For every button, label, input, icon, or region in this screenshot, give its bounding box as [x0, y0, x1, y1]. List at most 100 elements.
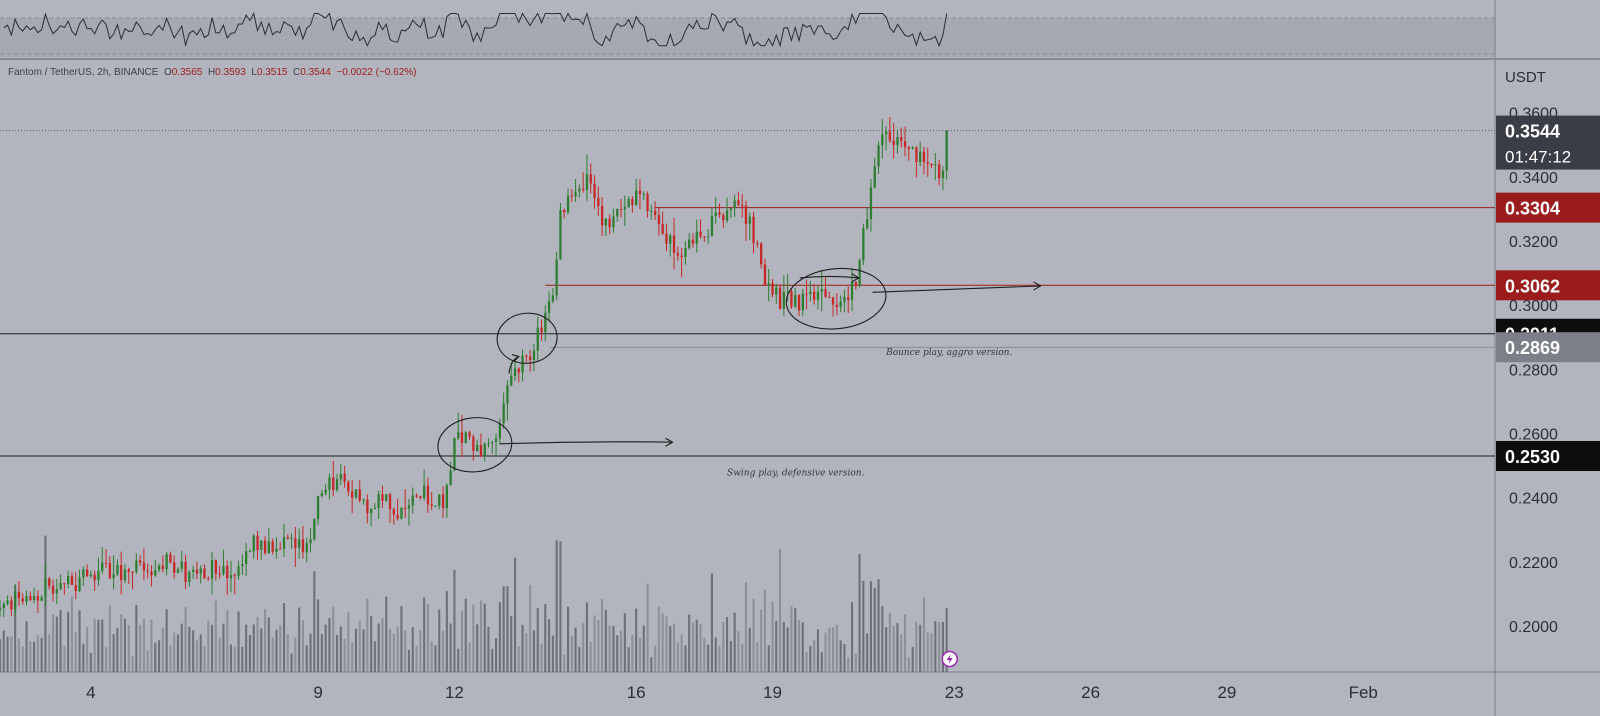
volume-bar-8 — [29, 641, 32, 672]
volume-bar-32 — [120, 614, 123, 672]
volume-bar-81 — [305, 645, 308, 672]
y-tick-0: 0.2000 — [1509, 619, 1558, 636]
volume-bar-169 — [638, 637, 641, 672]
candle-body-200 — [756, 243, 759, 245]
volume-bar-62 — [233, 646, 236, 672]
candle-body-175 — [661, 224, 664, 234]
candle-body-223 — [843, 297, 846, 302]
candle-body-243 — [919, 151, 922, 163]
candle-body-65 — [245, 551, 248, 564]
candle-body-82 — [309, 539, 312, 544]
volume-bar-63 — [237, 611, 240, 672]
volume-bar-160 — [604, 609, 607, 672]
candle-body-48 — [180, 561, 183, 569]
markup-circle-1 — [496, 312, 558, 364]
volume-bar-154 — [582, 623, 585, 672]
volume-bar-249 — [941, 622, 944, 672]
candle-body-195 — [737, 200, 740, 206]
candle-body-171 — [646, 193, 649, 212]
markup-arrow-head-0 — [665, 437, 674, 447]
candle-body-91 — [343, 473, 346, 482]
volume-bar-167 — [631, 634, 634, 672]
volume-bar-95 — [358, 620, 361, 672]
candle-body-116 — [438, 494, 441, 506]
volume-bar-69 — [260, 628, 263, 672]
volume-bar-46 — [173, 632, 176, 672]
volume-bar-158 — [597, 620, 600, 672]
volume-bar-173 — [654, 645, 657, 672]
candle-body-182 — [688, 239, 691, 249]
volume-bar-54 — [203, 646, 206, 672]
volume-bar-108 — [407, 649, 410, 672]
candle-body-92 — [347, 481, 350, 492]
volume-bar-208 — [786, 627, 789, 672]
volume-bar-18 — [67, 611, 70, 672]
volume-bar-55 — [207, 620, 210, 672]
candle-body-133 — [502, 403, 505, 424]
candle-body-146 — [551, 295, 554, 302]
candle-body-49 — [184, 561, 187, 582]
candle-body-62 — [233, 575, 236, 577]
candle-body-18 — [67, 576, 70, 584]
candle-body-75 — [282, 537, 286, 549]
volume-bar-16 — [59, 610, 62, 672]
volume-bar-118 — [445, 591, 448, 672]
volume-bar-216 — [816, 629, 819, 672]
candle-body-191 — [722, 215, 725, 221]
candle-body-160 — [604, 218, 607, 226]
candle-body-17 — [63, 583, 66, 585]
volume-bar-234 — [885, 627, 888, 672]
markup-circle-2 — [785, 267, 887, 330]
candle-body-131 — [494, 438, 498, 443]
x-tick-7: 29 — [1217, 683, 1236, 702]
candle-body-183 — [691, 239, 695, 244]
volume-bar-66 — [248, 635, 251, 672]
volume-bar-20 — [74, 632, 77, 672]
volume-bar-201 — [760, 609, 763, 672]
candle-body-215 — [813, 291, 816, 300]
candle-body-157 — [593, 183, 596, 199]
candle-body-206 — [778, 287, 782, 309]
candle-body-60 — [226, 566, 229, 579]
x-tick-0: 4 — [86, 683, 95, 702]
volume-bar-26 — [97, 619, 100, 672]
candle-body-207 — [782, 292, 785, 309]
volume-bar-182 — [688, 614, 691, 672]
candle-body-69 — [260, 540, 263, 550]
volume-bar-179 — [676, 642, 679, 672]
candle-body-11 — [40, 597, 43, 601]
volume-bar-142 — [536, 608, 539, 672]
candle-body-121 — [457, 432, 460, 439]
candle-body-246 — [930, 163, 933, 166]
volume-bar-98 — [370, 616, 373, 672]
volume-bar-87 — [328, 618, 331, 672]
volume-bar-68 — [256, 617, 259, 672]
volume-bar-235 — [888, 612, 891, 672]
volume-bar-224 — [847, 657, 850, 672]
candle-body-210 — [794, 295, 797, 307]
candle-body-16 — [59, 583, 62, 590]
volume-bar-180 — [680, 634, 683, 672]
volume-bar-101 — [381, 618, 384, 672]
candle-body-12 — [44, 578, 47, 598]
volume-bar-36 — [135, 605, 138, 672]
x-tick-4: 19 — [763, 683, 782, 702]
candle-body-216 — [816, 291, 820, 300]
candle-body-103 — [388, 494, 392, 510]
symbol-legend: Fantom / TetherUS, 2h, BINANCE O0.3565 H… — [8, 67, 417, 78]
volume-bar-129 — [487, 626, 490, 672]
volume-bar-73 — [275, 629, 278, 672]
candle-body-218 — [824, 289, 827, 297]
candle-body-55 — [207, 578, 210, 580]
volume-bar-123 — [464, 598, 467, 672]
volume-bar-17 — [63, 646, 66, 672]
volume-bar-89 — [336, 634, 339, 672]
candle-body-180 — [680, 255, 683, 258]
volume-bar-155 — [585, 602, 588, 672]
candle-body-221 — [835, 304, 838, 308]
volume-bar-71 — [267, 617, 270, 672]
candle-body-51 — [192, 569, 195, 572]
candle-body-34 — [127, 569, 130, 572]
